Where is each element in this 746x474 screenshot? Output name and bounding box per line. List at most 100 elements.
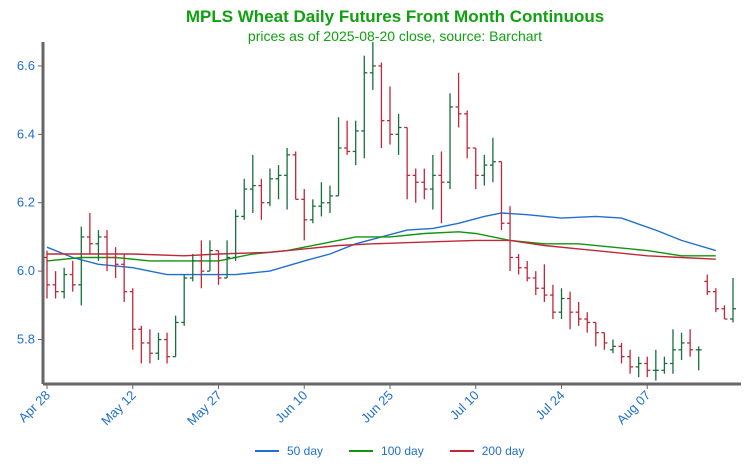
y-tick-label: 6.0 — [17, 263, 35, 278]
ohlc-bar — [138, 325, 145, 364]
ohlc-bar — [695, 346, 702, 371]
ohlc-bar — [352, 120, 359, 166]
legend-swatch — [449, 450, 474, 452]
legend: 50 day 100 day 200 day — [255, 444, 524, 458]
ohlc-bar — [601, 332, 608, 350]
ohlc-bar — [489, 137, 496, 183]
ohlc-bar — [507, 206, 514, 272]
ohlc-bar — [301, 189, 308, 241]
ohlc-bar — [412, 168, 419, 203]
ohlc-bar — [241, 178, 248, 220]
ohlc-bar — [378, 62, 385, 149]
ohlc-bar — [249, 154, 256, 213]
legend-swatch — [349, 450, 374, 452]
ohlc-bar — [284, 148, 291, 210]
ohlc-bar — [61, 267, 68, 299]
chart-subtitle: prices as of 2025-08-20 close, source: B… — [247, 28, 543, 44]
x-tick-label: Jun 25 — [358, 388, 396, 426]
x-tick-label: Jun 10 — [272, 388, 310, 426]
ohlc-bar — [395, 113, 402, 155]
ohlc-bar — [232, 209, 239, 261]
ohlc-bar — [198, 240, 205, 289]
ohlc-bar — [704, 274, 711, 296]
ohlc-bar — [429, 154, 436, 210]
ohlc-bar — [609, 339, 616, 354]
ohlc-bar — [627, 349, 634, 374]
ohlc-bar — [635, 356, 642, 378]
ohlc-bar — [44, 250, 50, 299]
ohlc-bar — [172, 315, 179, 358]
ohlc-bar — [584, 312, 591, 333]
ohlc-bar — [404, 126, 411, 200]
x-ticks: Apr 28 May 12 May 27 Jun 10 Jun 25 Jul 10 Jul … — [15, 384, 653, 428]
ohlc-bar — [524, 260, 531, 282]
ma-line-1 — [46, 231, 716, 262]
ohlc-bar — [644, 356, 651, 378]
ohlc-bar — [618, 342, 625, 364]
ohlc-bar — [86, 213, 93, 255]
ohlc-bar — [129, 288, 136, 350]
ohlc-bar — [712, 288, 719, 313]
ohlc-bar — [558, 288, 565, 320]
ohlc-bar — [155, 332, 162, 361]
ohlc-bar — [309, 199, 316, 224]
ohlc-bar — [266, 168, 273, 207]
ohlc-bar — [567, 291, 574, 330]
ohlc-bar — [730, 277, 736, 323]
ohlc-bar — [455, 72, 462, 128]
ohlc-bar — [224, 240, 231, 279]
moving-average-lines — [46, 212, 716, 276]
ohlc-bar — [181, 274, 188, 326]
ohlc-bar — [189, 254, 196, 282]
ohlc-bar — [215, 249, 222, 285]
ohlc-bar — [669, 329, 676, 374]
axes — [41, 42, 741, 386]
legend-label: 200 day — [481, 444, 525, 458]
ohlc-bar — [361, 55, 368, 159]
ohlc-bar — [498, 161, 505, 231]
ohlc-bar — [687, 329, 694, 357]
ohlc-bar — [481, 154, 488, 186]
ohlc-bar — [104, 230, 111, 272]
ohlc-bar — [541, 264, 548, 302]
ohlc-bar — [344, 120, 351, 155]
ohlc-bar — [438, 151, 445, 224]
ohlc-bar — [575, 301, 582, 326]
ohlc-bar — [52, 271, 59, 299]
ohlc-bar — [721, 305, 728, 320]
legend-item: 50 day — [255, 444, 323, 458]
ohlc-bar — [515, 254, 522, 275]
ohlc-bar — [387, 86, 393, 145]
ma-line-2 — [47, 239, 716, 260]
ohlc-bar — [369, 42, 376, 90]
ohlc-bar — [112, 247, 119, 278]
ohlc-bar — [69, 260, 76, 292]
y-tick-label: 6.6 — [17, 58, 35, 73]
ohlc-bar — [678, 332, 685, 361]
y-tick-label: 5.8 — [17, 332, 35, 347]
ohlc-bar — [661, 356, 668, 374]
ohlc-bar — [275, 165, 282, 200]
legend-swatch — [255, 450, 279, 452]
x-tick-label: Jul 24 — [532, 388, 567, 423]
y-ticks: 5.8 6.0 6.2 6.4 6.6 — [17, 58, 43, 347]
ohlc-bar — [318, 182, 325, 217]
legend-label: 100 day — [381, 444, 424, 458]
ohlc-bar — [335, 117, 342, 197]
chart-title: MPLS Wheat Daily Futures Front Month Con… — [185, 7, 605, 26]
ohlc-bar — [206, 240, 213, 272]
price-bars — [44, 42, 736, 381]
x-tick-label: Jul 10 — [447, 388, 482, 423]
ohlc-bar — [592, 321, 599, 347]
x-tick-label: Apr 28 — [15, 388, 53, 426]
ohlc-bar — [78, 226, 85, 306]
ohlc-bar — [464, 110, 471, 159]
ohlc-bar — [292, 151, 299, 200]
ohlc-bar — [146, 329, 153, 364]
ohlc-bar — [258, 178, 265, 220]
ohlc-bar — [421, 168, 428, 200]
ohlc-bar — [326, 185, 333, 213]
legend-label: 50 day — [287, 444, 324, 458]
ohlc-bar — [447, 93, 454, 190]
